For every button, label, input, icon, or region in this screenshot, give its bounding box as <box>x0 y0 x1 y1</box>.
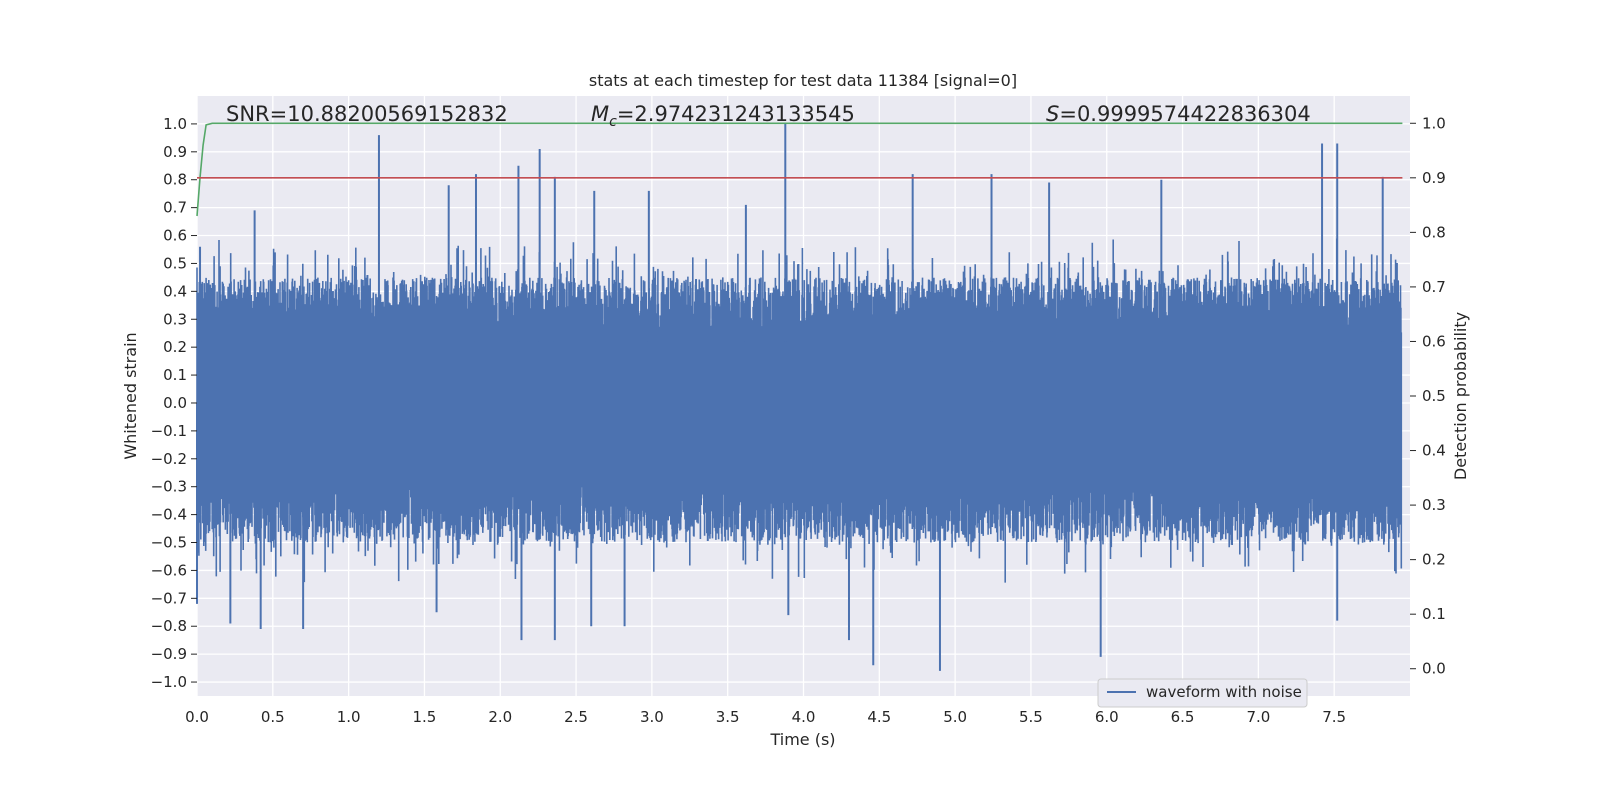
detection-probability-line <box>196 122 1403 217</box>
y-tick-label-19: −0.9 <box>151 645 187 663</box>
x-axis-ticks: 0.0 0.5 1.0 1.5 2.0 2.5 3.0 3.5 4.0 4.5 5.0 5.5 6.0 6… <box>185 708 1346 726</box>
y2-tick-label-5: 0.5 <box>1422 387 1446 405</box>
y-tick-label-11: −0.1 <box>151 422 187 440</box>
x-tick-label-2: 1.0 <box>337 708 361 726</box>
x-tick-label-12: 6.0 <box>1095 708 1119 726</box>
y2-tick-label-6: 0.4 <box>1422 442 1446 460</box>
x-tick-label-4: 2.0 <box>488 708 512 726</box>
y2-tick-label-4: 0.6 <box>1422 332 1446 350</box>
waveform-dense-band <box>197 341 1402 454</box>
x-tick-label-14: 7.0 <box>1246 708 1270 726</box>
y-tick-label-7: 0.3 <box>163 310 187 328</box>
chirp-mass-subscript: c <box>609 114 617 130</box>
legend-label-waveform: waveform with noise <box>1146 683 1302 701</box>
x-tick-label-11: 5.5 <box>1019 708 1043 726</box>
s-symbol: S <box>1046 102 1059 126</box>
y-tick-label-6: 0.4 <box>163 282 187 300</box>
x-tick-label-1: 0.5 <box>261 708 285 726</box>
waveform-series <box>196 123 1403 671</box>
probability-series <box>196 122 1403 217</box>
y-tick-label-5: 0.5 <box>163 254 187 272</box>
y2-tick-label-10: 0.0 <box>1422 660 1446 678</box>
y-tick-label-10: 0.0 <box>163 394 187 412</box>
y2-tick-label-1: 0.9 <box>1422 169 1446 187</box>
y-tick-label-4: 0.6 <box>163 227 187 245</box>
snr-annotation: SNR=10.88200569152832 <box>226 102 508 126</box>
legend-box <box>1097 678 1308 708</box>
x-tick-label-8: 4.0 <box>792 708 816 726</box>
x-tick-label-15: 7.5 <box>1322 708 1346 726</box>
y-tick-label-1: 0.9 <box>163 143 187 161</box>
x-tick-label-13: 6.5 <box>1171 708 1195 726</box>
y2-tick-label-3: 0.7 <box>1422 278 1446 296</box>
y-tick-label-20: −1.0 <box>151 673 187 691</box>
y2-tick-label-0: 1.0 <box>1422 114 1446 132</box>
x-axis-title: Time (s) <box>769 730 835 749</box>
x-tick-label-9: 4.5 <box>867 708 891 726</box>
y-tick-label-13: −0.3 <box>151 478 187 496</box>
y-tick-label-16: −0.6 <box>151 561 187 579</box>
chirp-mass-symbol: M <box>591 102 609 126</box>
y-tick-label-14: −0.4 <box>151 506 187 524</box>
chart-title: stats at each timestep for test data 113… <box>589 71 1017 90</box>
x-tick-label-5: 2.5 <box>564 708 588 726</box>
y2-tick-label-7: 0.3 <box>1422 496 1446 514</box>
x-tick-label-7: 3.5 <box>716 708 740 726</box>
y-axis-title: Whitened strain <box>121 332 140 459</box>
y2-tick-label-2: 0.8 <box>1422 223 1446 241</box>
y-tick-label-8: 0.2 <box>163 338 187 356</box>
y-tick-label-12: −0.2 <box>151 450 187 468</box>
chirp-mass-value: =2.974231243133545 <box>617 102 855 126</box>
y-axis-ticks: 1.0 0.9 0.8 0.7 0.6 0.5 0.4 0.3 0.2 0.1 0.0 −0.1 −0.… <box>151 115 197 691</box>
x-tick-label-10: 5.0 <box>943 708 967 726</box>
y2-tick-label-8: 0.2 <box>1422 551 1446 569</box>
y-tick-label-2: 0.8 <box>163 171 187 189</box>
y-tick-label-17: −0.7 <box>151 589 187 607</box>
s-value: =0.9999574422836304 <box>1059 102 1310 126</box>
y2-axis-ticks: 1.0 0.9 0.8 0.7 0.6 0.5 0.4 0.3 0.2 0.1 0.0 <box>1410 114 1446 678</box>
s-annotation: S=0.9999574422836304 <box>1046 102 1311 126</box>
x-tick-label-3: 1.5 <box>413 708 437 726</box>
y-tick-label-15: −0.5 <box>151 534 187 552</box>
legend: waveform with noise <box>1097 678 1308 708</box>
y2-tick-label-9: 0.1 <box>1422 605 1446 623</box>
y-tick-label-9: 0.1 <box>163 366 187 384</box>
chirp-mass-annotation: Mc=2.974231243133545 <box>591 102 855 130</box>
y-tick-label-18: −0.8 <box>151 617 187 635</box>
y-tick-label-0: 1.0 <box>163 115 187 133</box>
x-tick-label-0: 0.0 <box>185 708 209 726</box>
y2-axis-title: Detection probability <box>1451 312 1470 480</box>
x-tick-label-6: 3.0 <box>640 708 664 726</box>
y-tick-label-3: 0.7 <box>163 199 187 217</box>
